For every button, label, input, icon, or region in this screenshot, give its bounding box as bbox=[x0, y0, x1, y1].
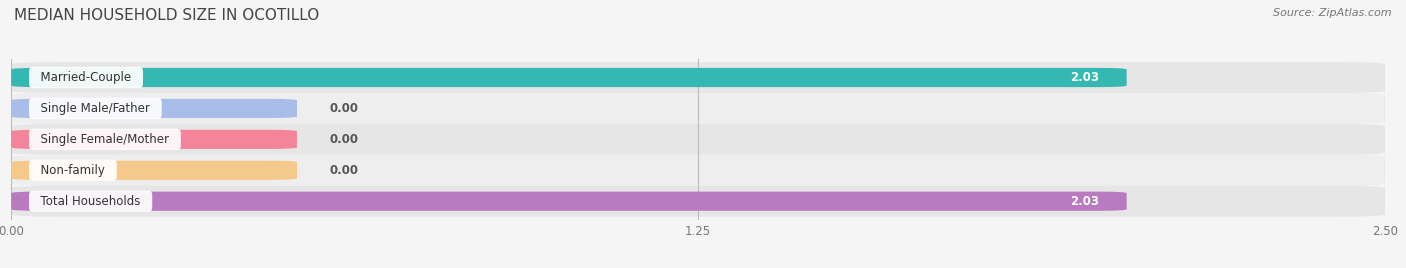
FancyBboxPatch shape bbox=[11, 99, 297, 118]
Text: 2.03: 2.03 bbox=[1070, 195, 1099, 208]
Text: 0.00: 0.00 bbox=[330, 164, 359, 177]
Text: Married-Couple: Married-Couple bbox=[34, 71, 139, 84]
Text: Single Female/Mother: Single Female/Mother bbox=[34, 133, 177, 146]
Text: 2.03: 2.03 bbox=[1070, 71, 1099, 84]
FancyBboxPatch shape bbox=[11, 93, 1385, 124]
Text: Source: ZipAtlas.com: Source: ZipAtlas.com bbox=[1274, 8, 1392, 18]
Text: 0.00: 0.00 bbox=[330, 133, 359, 146]
FancyBboxPatch shape bbox=[11, 130, 297, 149]
FancyBboxPatch shape bbox=[11, 68, 1126, 87]
FancyBboxPatch shape bbox=[11, 155, 1385, 186]
FancyBboxPatch shape bbox=[11, 186, 1385, 217]
Text: Non-family: Non-family bbox=[34, 164, 112, 177]
Text: Total Households: Total Households bbox=[34, 195, 148, 208]
Text: 0.00: 0.00 bbox=[330, 102, 359, 115]
FancyBboxPatch shape bbox=[11, 192, 1126, 211]
Text: Single Male/Father: Single Male/Father bbox=[34, 102, 157, 115]
FancyBboxPatch shape bbox=[11, 161, 297, 180]
FancyBboxPatch shape bbox=[11, 124, 1385, 155]
FancyBboxPatch shape bbox=[11, 62, 1385, 93]
Text: MEDIAN HOUSEHOLD SIZE IN OCOTILLO: MEDIAN HOUSEHOLD SIZE IN OCOTILLO bbox=[14, 8, 319, 23]
